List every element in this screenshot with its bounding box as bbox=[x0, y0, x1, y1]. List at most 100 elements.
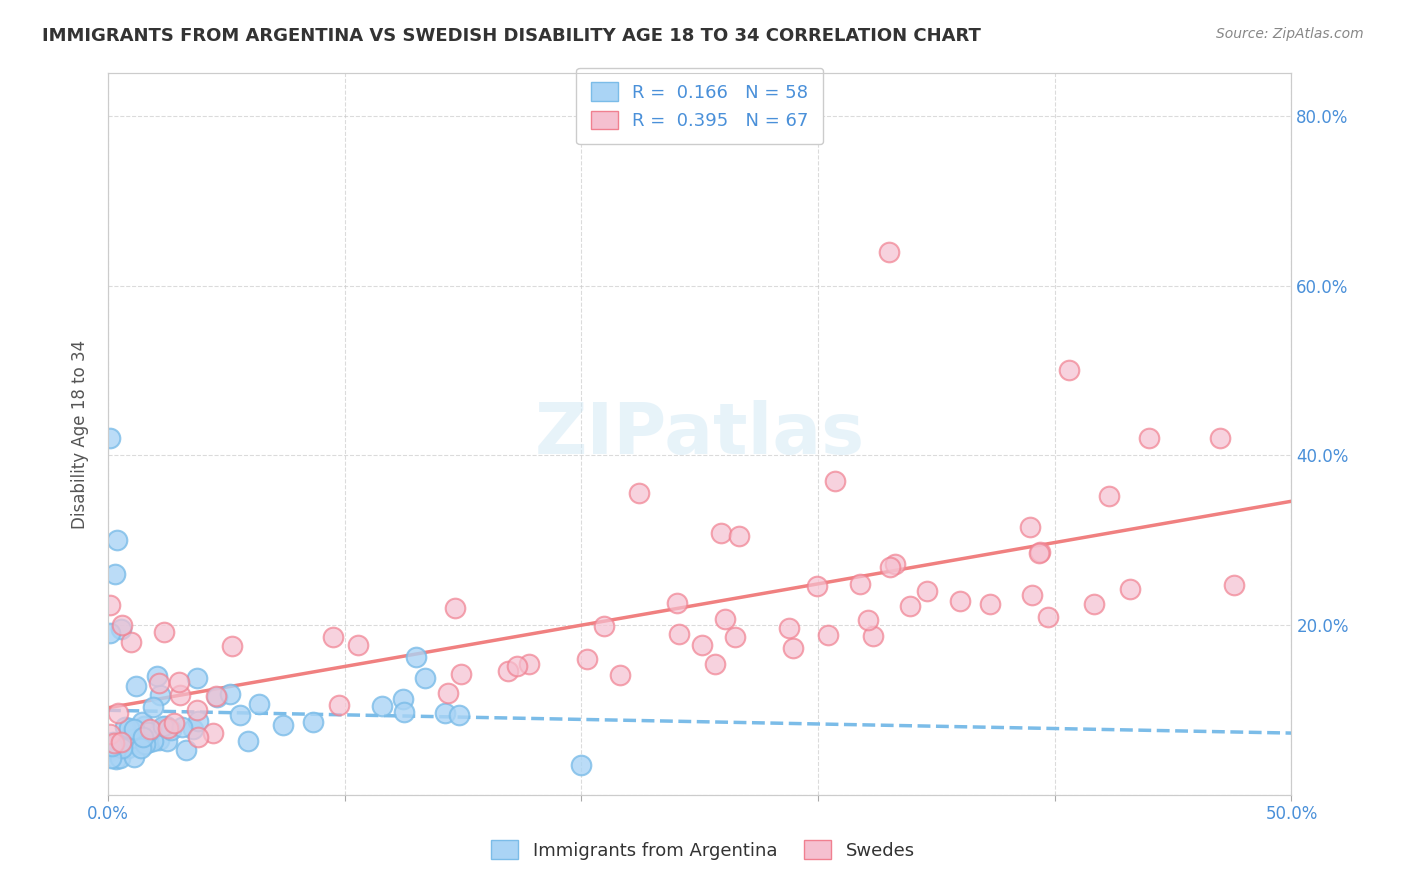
Point bbox=[110, 751, 132, 765]
Point bbox=[122, 750, 145, 764]
Point bbox=[506, 658, 529, 673]
Text: IMMIGRANTS FROM ARGENTINA VS SWEDISH DISABILITY AGE 18 TO 34 CORRELATION CHART: IMMIGRANTS FROM ARGENTINA VS SWEDISH DIS… bbox=[42, 27, 981, 45]
Point bbox=[110, 734, 132, 748]
Point bbox=[146, 669, 169, 683]
Point bbox=[609, 667, 631, 681]
Legend: R =  0.166   N = 58, R =  0.395   N = 67: R = 0.166 N = 58, R = 0.395 N = 67 bbox=[576, 68, 823, 145]
Point bbox=[710, 526, 733, 541]
Point bbox=[132, 719, 155, 733]
Point bbox=[898, 599, 921, 613]
Point bbox=[668, 626, 690, 640]
Point bbox=[1029, 545, 1052, 559]
Point bbox=[104, 752, 127, 766]
Point bbox=[111, 618, 134, 632]
Point bbox=[132, 730, 155, 744]
Point bbox=[186, 703, 208, 717]
Point bbox=[703, 657, 725, 671]
Point bbox=[103, 735, 125, 749]
Point bbox=[129, 740, 152, 755]
Point bbox=[170, 721, 193, 735]
Point bbox=[569, 758, 592, 772]
Point bbox=[202, 726, 225, 740]
Point bbox=[134, 737, 156, 751]
Point bbox=[122, 723, 145, 737]
Point bbox=[155, 719, 177, 733]
Point bbox=[877, 244, 900, 259]
Point bbox=[120, 635, 142, 649]
Point bbox=[131, 715, 153, 730]
Point bbox=[575, 652, 598, 666]
Point bbox=[806, 578, 828, 592]
Point bbox=[121, 725, 143, 739]
Point bbox=[98, 625, 121, 640]
Point bbox=[915, 583, 938, 598]
Point bbox=[714, 612, 737, 626]
Point bbox=[221, 639, 243, 653]
Point bbox=[98, 727, 121, 741]
Point bbox=[666, 596, 689, 610]
Point bbox=[1083, 597, 1105, 611]
Point bbox=[148, 732, 170, 747]
Point bbox=[247, 697, 270, 711]
Point bbox=[152, 719, 174, 733]
Point bbox=[103, 567, 125, 582]
Point bbox=[405, 650, 427, 665]
Point bbox=[103, 735, 125, 749]
Point bbox=[238, 734, 260, 748]
Point bbox=[131, 738, 153, 752]
Legend: Immigrants from Argentina, Swedes: Immigrants from Argentina, Swedes bbox=[477, 826, 929, 874]
Point bbox=[593, 619, 616, 633]
Point bbox=[98, 744, 121, 758]
Point bbox=[141, 699, 163, 714]
Point bbox=[117, 741, 139, 756]
Point bbox=[517, 657, 540, 671]
Point bbox=[1223, 578, 1246, 592]
Point bbox=[100, 741, 122, 756]
Point bbox=[110, 622, 132, 636]
Y-axis label: Disability Age 18 to 34: Disability Age 18 to 34 bbox=[72, 340, 89, 529]
Point bbox=[782, 640, 804, 655]
Point bbox=[979, 597, 1001, 611]
Point bbox=[163, 715, 186, 730]
Point bbox=[118, 721, 141, 735]
Point bbox=[218, 687, 240, 701]
Point bbox=[496, 665, 519, 679]
Point bbox=[271, 718, 294, 732]
Point bbox=[413, 671, 436, 685]
Point bbox=[142, 734, 165, 748]
Point bbox=[778, 620, 800, 634]
Point bbox=[205, 689, 228, 703]
Point bbox=[862, 629, 884, 643]
Point bbox=[98, 431, 121, 445]
Point bbox=[370, 698, 392, 713]
Point bbox=[1028, 546, 1050, 560]
Point bbox=[169, 688, 191, 702]
Point bbox=[98, 598, 121, 612]
Point bbox=[1021, 588, 1043, 602]
Point bbox=[1019, 520, 1042, 534]
Point bbox=[690, 638, 713, 652]
Point bbox=[156, 721, 179, 735]
Point bbox=[105, 533, 128, 548]
Point bbox=[122, 731, 145, 746]
Point bbox=[101, 739, 124, 754]
Point bbox=[444, 601, 467, 615]
Point bbox=[392, 692, 415, 706]
Text: ZIPatlas: ZIPatlas bbox=[534, 400, 865, 468]
Point bbox=[824, 474, 846, 488]
Point bbox=[149, 688, 172, 702]
Point bbox=[347, 638, 370, 652]
Point bbox=[392, 705, 415, 719]
Point bbox=[187, 730, 209, 744]
Point bbox=[136, 724, 159, 739]
Point bbox=[1139, 431, 1161, 445]
Point bbox=[176, 743, 198, 757]
Point bbox=[156, 733, 179, 747]
Point bbox=[302, 715, 325, 730]
Point bbox=[879, 559, 901, 574]
Point bbox=[1098, 489, 1121, 503]
Point bbox=[433, 706, 456, 720]
Point bbox=[328, 698, 350, 712]
Point bbox=[181, 722, 204, 736]
Point bbox=[1209, 431, 1232, 445]
